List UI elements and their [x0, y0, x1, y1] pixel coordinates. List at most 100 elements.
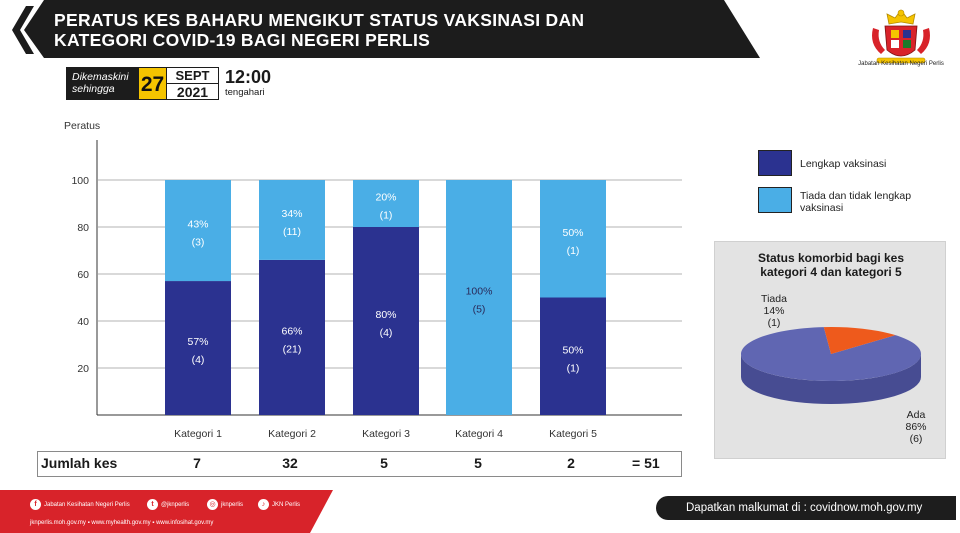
footer-social-band	[0, 490, 333, 533]
y-tick-label: 20	[77, 363, 89, 375]
bar-tiada	[446, 180, 512, 415]
update-label-line-2: sehingga	[72, 83, 115, 95]
y-tick-label: 100	[71, 175, 89, 187]
y-axis-label: Peratus	[64, 120, 100, 132]
title-line-2: KATEGORI COVID-19 BAGI NEGERI PERLIS	[54, 30, 431, 50]
bar-label-lengkap-percent: 66%	[281, 325, 302, 337]
legend-label-lengkap: Lengkap vaksinasi	[800, 158, 887, 170]
comorbid-pie-panel: Status komorbid bagi kes kategori 4 dan …	[714, 241, 946, 459]
bar-label-tiada-count: (3)	[192, 237, 205, 249]
bar-label-tiada-count: (5)	[473, 304, 486, 316]
twitter-link[interactable]: t @jknperlis	[147, 499, 189, 510]
pie-title: Status komorbid bagi kes kategori 4 dan …	[715, 251, 947, 279]
pie-chart	[741, 327, 921, 404]
bar-label-tiada-percent: 20%	[375, 192, 396, 204]
update-time-value: 12:00	[225, 67, 272, 87]
update-time: 12:00 tengahari	[219, 67, 271, 100]
bar-lengkap	[540, 297, 606, 415]
bar-label-lengkap-percent: 57%	[187, 336, 208, 348]
pie-label-tiada-name: Tiada	[761, 293, 787, 305]
footer-source: Dapatkan malkumat di : covidnow.moh.gov.…	[656, 496, 956, 520]
crest-icon	[872, 9, 930, 64]
x-tick-label: Kategori 2	[268, 428, 316, 440]
total-cases-row: Jumlah kes 7 32 5 5 2 = 51	[37, 451, 682, 477]
pie-label-ada-count: (6)	[909, 433, 923, 445]
x-tick-label: Kategori 4	[455, 428, 503, 440]
legend-label-tiada-line-2: vaksinasi	[800, 202, 844, 214]
y-tick-label: 60	[77, 269, 89, 281]
bar-label-tiada-count: (11)	[283, 226, 301, 238]
total-cases-label: Jumlah kes	[41, 455, 118, 471]
twitter-label: @jknperlis	[161, 501, 190, 508]
total-cases-kategori-4: 5	[474, 455, 482, 471]
pie-label-tiada-percent: 14%	[763, 305, 785, 317]
update-timestamp: Dikemaskini sehingga 27 SEPT 2021 12:00 …	[66, 67, 271, 100]
facebook-label: Jabatan Kesihatan Negeri Perlis	[44, 501, 130, 508]
bar-tiada	[353, 180, 419, 227]
bar-tiada	[259, 180, 325, 260]
update-label-line-1: Dikemaskini	[72, 71, 129, 83]
bar-label-lengkap-count: (4)	[192, 354, 205, 366]
x-tick-label: Kategori 1	[174, 428, 222, 440]
pie-slice-ada	[741, 327, 921, 382]
instagram-link[interactable]: ◎ jknperlis	[207, 499, 243, 510]
update-year: 2021	[176, 84, 209, 100]
legend-label-tiada: Tiada dan tidak lengkap vaksinasi	[800, 190, 911, 214]
title-line-1: PERATUS KES BAHARU MENGIKUT STATUS VAKSI…	[54, 10, 585, 30]
total-cases-kategori-3: 5	[380, 455, 388, 471]
tiktok-link[interactable]: ♪ JKN Perlis	[258, 499, 300, 510]
bar-label-lengkap-count: (21)	[283, 343, 302, 355]
update-time-suffix: tengahari	[225, 87, 265, 98]
pie-label-ada: Ada 86% (6)	[891, 409, 941, 445]
pie-label-ada-percent: 86%	[905, 421, 927, 433]
pie-title-line-1: Status komorbid bagi kes	[757, 251, 905, 265]
twitter-icon: t	[147, 499, 158, 510]
tiktok-label: JKN Perlis	[272, 501, 301, 508]
y-tick-label: 40	[77, 316, 89, 328]
facebook-link[interactable]: f Jabatan Kesihatan Negeri Perlis	[30, 499, 130, 510]
pie-slice-tiada	[823, 327, 896, 354]
footer-website-links[interactable]: jknperlis.moh.gov.my ▪ www.myhealth.gov.…	[30, 520, 214, 526]
update-day: 27	[138, 67, 167, 100]
bar-label-tiada-count: (1)	[380, 210, 393, 222]
bar-lengkap	[353, 227, 419, 415]
y-tick-label: 80	[77, 222, 89, 234]
bar-tiada	[540, 180, 606, 298]
total-cases-kategori-2: 32	[282, 455, 298, 471]
crest-caption: Jabatan Kesihatan Negeri Perlis	[858, 61, 944, 67]
bar-label-tiada-percent: 100%	[466, 286, 493, 298]
legend-swatch-lengkap	[758, 150, 792, 176]
pie-slice-ada-side	[741, 354, 921, 404]
bar-label-tiada-count: (1)	[567, 245, 580, 257]
total-cases-kategori-5: 2	[567, 455, 575, 471]
bar-label-lengkap-percent: 50%	[562, 344, 583, 356]
legend-swatch-tiada	[758, 187, 792, 213]
legend-label-tiada-line-1: Tiada dan tidak lengkap	[800, 190, 912, 202]
facebook-icon: f	[30, 499, 41, 510]
footer-red-shape	[0, 490, 333, 533]
total-cases-kategori-1: 7	[193, 455, 201, 471]
page-title: PERATUS KES BAHARU MENGIKUT STATUS VAKSI…	[54, 10, 584, 50]
title-banner-shape	[0, 0, 760, 58]
total-cases-sum: = 51	[632, 455, 660, 471]
pie-label-tiada: Tiada 14% (1)	[749, 293, 799, 329]
x-tick-label: Kategori 5	[549, 428, 597, 440]
bar-lengkap	[259, 259, 325, 415]
bar-tiada	[165, 180, 231, 282]
bar-label-tiada-percent: 43%	[187, 219, 208, 231]
pie-label-ada-name: Ada	[906, 409, 926, 421]
bar-label-tiada-percent: 50%	[562, 227, 583, 239]
pie-title-line-2: kategori 4 dan kategori 5	[760, 265, 902, 279]
update-month: SEPT	[167, 68, 218, 84]
pie-label-tiada-count: (1)	[767, 317, 781, 329]
update-month-year: SEPT 2021	[167, 67, 219, 100]
bar-label-lengkap-count: (4)	[380, 327, 393, 339]
bar-label-lengkap-percent: 80%	[375, 309, 396, 321]
bar-lengkap	[165, 281, 231, 415]
instagram-icon: ◎	[207, 499, 218, 510]
title-banner: PERATUS KES BAHARU MENGIKUT STATUS VAKSI…	[0, 0, 760, 58]
tiktok-icon: ♪	[258, 499, 269, 510]
bar-label-tiada-percent: 34%	[281, 208, 302, 220]
update-label: Dikemaskini sehingga	[66, 67, 138, 100]
